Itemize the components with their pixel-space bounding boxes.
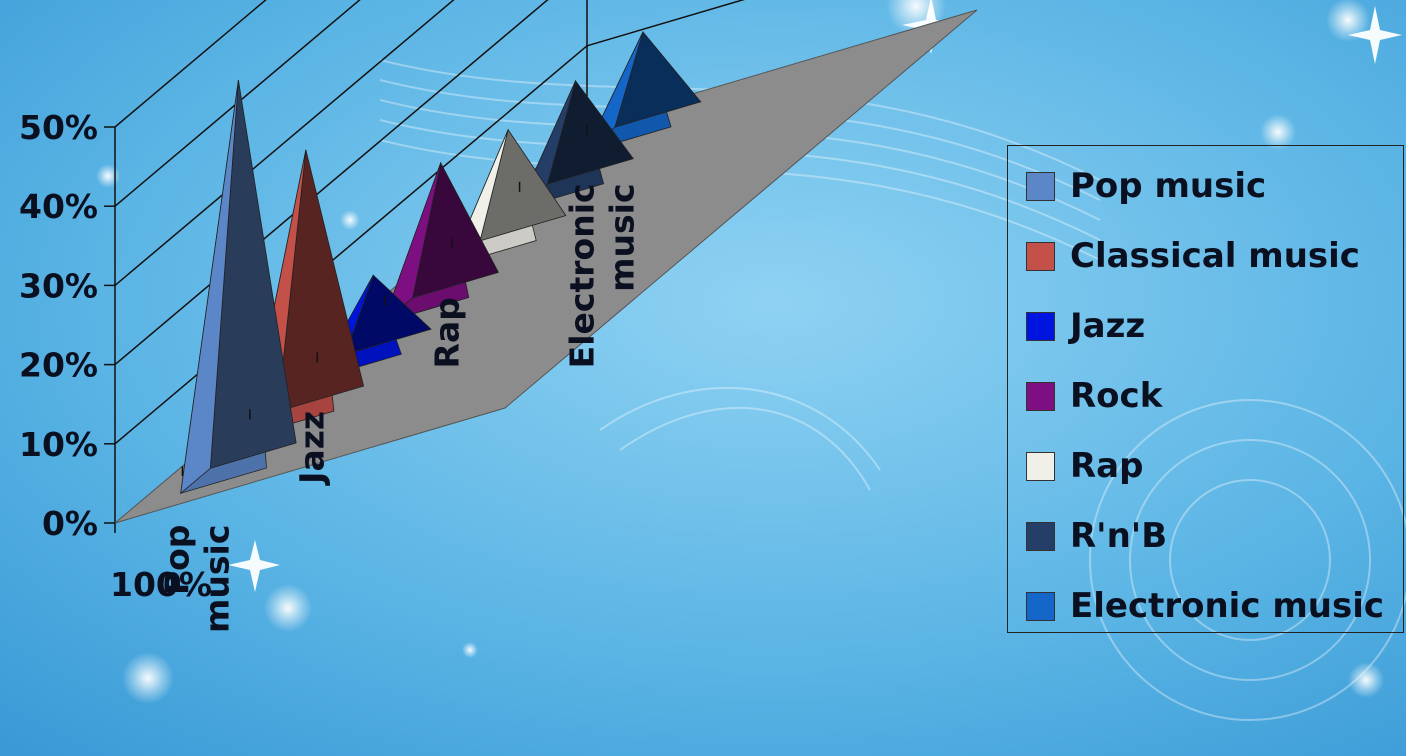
legend-label: Classical music	[1070, 236, 1360, 276]
x-tick-label-group: Jazz	[293, 411, 332, 486]
y-tick-label: 30%	[19, 266, 98, 305]
chart-walls	[114, 0, 745, 523]
legend-swatch	[1026, 591, 1055, 621]
pyramid-pop-music	[180, 79, 297, 495]
gridline-side-3	[114, 0, 455, 286]
legend-label: Rap	[1070, 446, 1144, 486]
x-tick-label: music	[602, 183, 641, 291]
legend-label: Rock	[1070, 376, 1163, 416]
legend-item: Electronic music	[1026, 586, 1384, 626]
gridline-back-1	[586, 0, 745, 47]
y-tick-label: 40%	[19, 187, 98, 226]
legend-item: R'n'B	[1026, 516, 1167, 556]
gridline-side-5	[114, 0, 267, 128]
legend-item: Classical music	[1026, 236, 1360, 276]
pyramid-bars	[180, 30, 702, 495]
y-tick-label: 50%	[19, 108, 98, 147]
legend-item: Pop music	[1026, 166, 1266, 206]
legend-label: Jazz	[1070, 306, 1146, 346]
x-tick-label-group: Rap	[427, 297, 466, 368]
legend-item: Jazz	[1026, 306, 1145, 346]
y-tick-label: 20%	[19, 346, 98, 385]
legend-swatch	[1026, 451, 1055, 481]
legend-swatch	[1026, 521, 1055, 551]
gridline-side-2	[114, 0, 549, 366]
pyramid-rock	[382, 161, 500, 324]
gridline-side-1	[114, 45, 588, 445]
legend-swatch	[1026, 381, 1055, 411]
pyramid-face-front	[180, 79, 239, 495]
y-tick-label: 0%	[42, 504, 98, 543]
series-axis-label: 100%	[110, 565, 212, 604]
legend-item: Rap	[1026, 446, 1143, 486]
legend-label: R'n'B	[1070, 516, 1168, 556]
y-axis: 0% 10% 20% 30% 40% 50%	[19, 108, 115, 543]
legend-item: Rock	[1026, 376, 1162, 416]
legend: Pop music Classical music Jazz Rock Rap R'n'B…	[1007, 145, 1404, 633]
x-tick-label: Rap	[427, 297, 466, 368]
legend-swatch	[1026, 241, 1055, 271]
x-tick-label-group: Electronic music	[562, 183, 641, 368]
x-tick-label: Jazz	[293, 411, 332, 486]
legend-label: Electronic music	[1070, 586, 1385, 626]
y-tick-label: 10%	[19, 425, 98, 464]
x-tick-label-group: Pop music	[158, 525, 237, 633]
legend-swatch	[1026, 171, 1055, 201]
legend-swatch	[1026, 311, 1055, 341]
x-tick-label: music	[198, 525, 237, 633]
x-tick-label: Electronic	[562, 183, 601, 368]
gridline-side-4	[114, 0, 361, 207]
legend-label: Pop music	[1070, 166, 1267, 206]
x-tick-label: Pop	[158, 525, 197, 595]
